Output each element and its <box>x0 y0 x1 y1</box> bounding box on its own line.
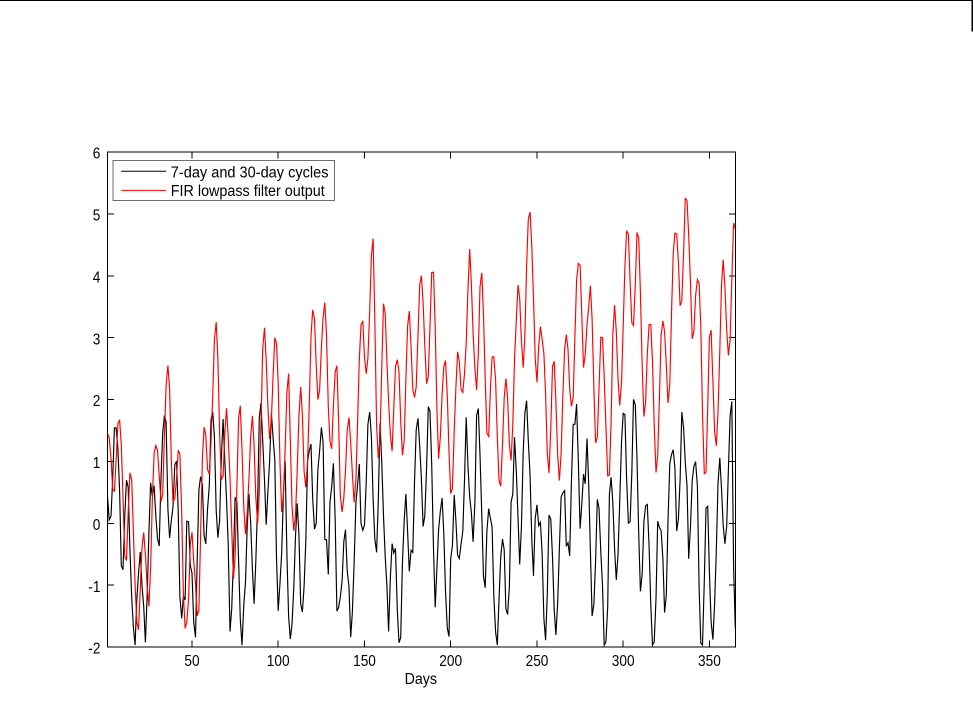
svg-text:5: 5 <box>93 208 101 225</box>
svg-text:0: 0 <box>93 517 101 534</box>
svg-text:6: 6 <box>93 146 101 163</box>
svg-text:2: 2 <box>93 393 101 410</box>
svg-text:-1: -1 <box>88 579 100 596</box>
svg-text:100: 100 <box>267 653 290 670</box>
svg-text:350: 350 <box>698 653 721 670</box>
svg-text:7-day and 30-day cycles: 7-day and 30-day cycles <box>171 164 329 181</box>
svg-text:250: 250 <box>526 653 549 670</box>
svg-text:-2: -2 <box>88 641 100 658</box>
svg-text:FIR lowpass filter output: FIR lowpass filter output <box>171 183 326 200</box>
svg-text:50: 50 <box>184 653 200 670</box>
svg-text:4: 4 <box>93 269 101 286</box>
svg-text:3: 3 <box>93 331 101 348</box>
svg-text:150: 150 <box>353 653 376 670</box>
svg-text:300: 300 <box>612 653 635 670</box>
svg-text:200: 200 <box>439 653 462 670</box>
svg-text:Days: Days <box>405 671 438 688</box>
svg-text:1: 1 <box>93 455 101 472</box>
